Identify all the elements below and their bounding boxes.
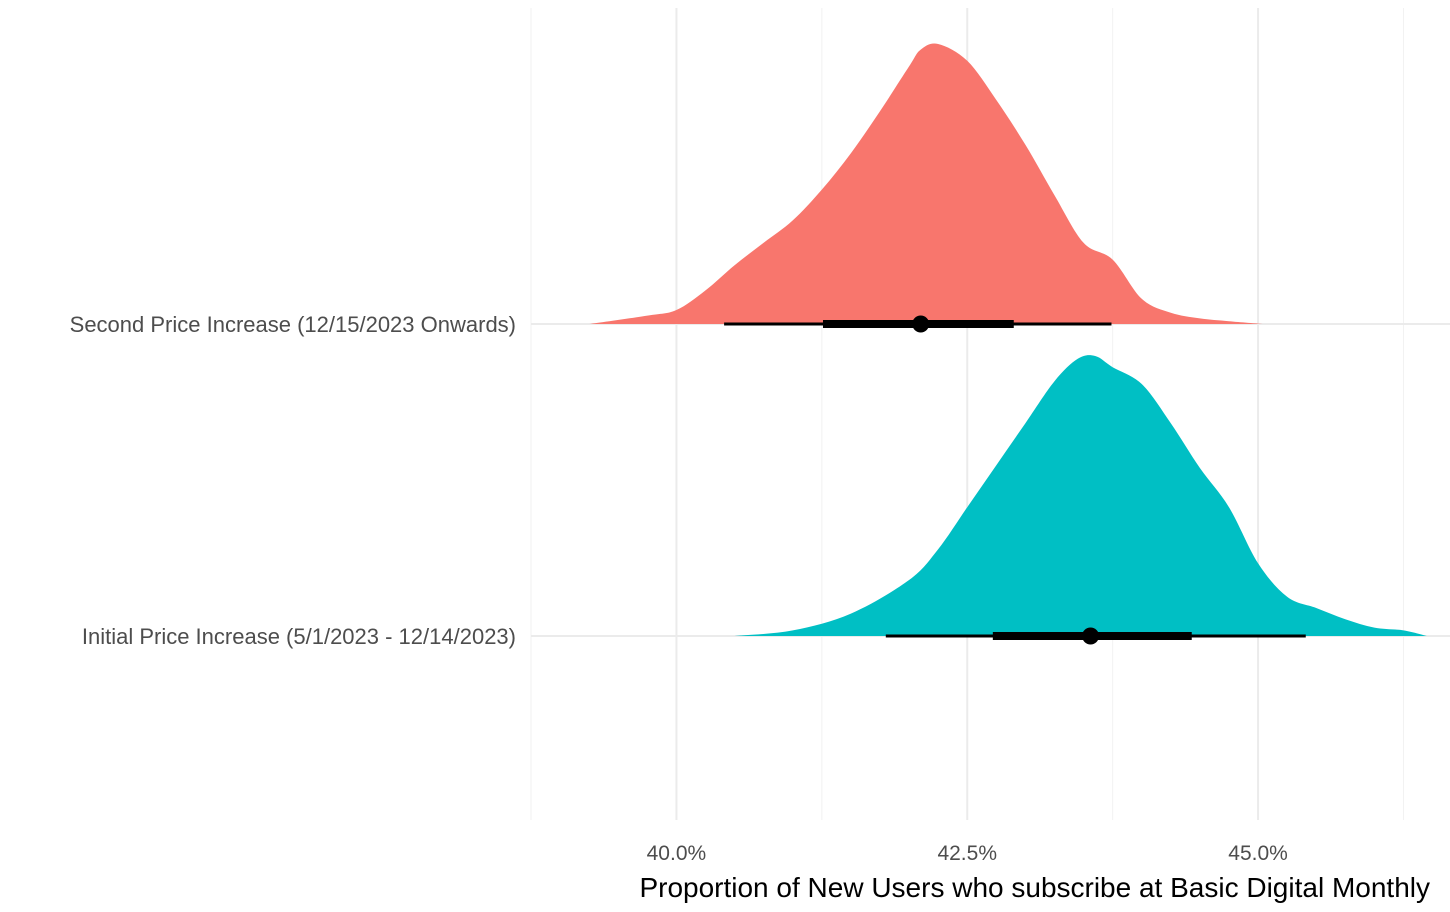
- series-layer: [589, 43, 1427, 645]
- category-label: Second Price Increase (12/15/2023 Onward…: [70, 312, 516, 337]
- x-axis-title: Proportion of New Users who subscribe at…: [639, 872, 1430, 903]
- category-label: Initial Price Increase (5/1/2023 - 12/14…: [82, 624, 516, 649]
- series-group: [589, 43, 1264, 333]
- x-tick-label: 40.0%: [647, 842, 707, 865]
- density-area: [734, 355, 1427, 636]
- point-estimate: [912, 315, 930, 333]
- x-tick-label: 42.5%: [937, 842, 997, 865]
- label-layer: Initial Price Increase (5/1/2023 - 12/14…: [70, 312, 1288, 865]
- series-group: [734, 355, 1427, 645]
- point-estimate: [1082, 627, 1100, 645]
- density-area: [589, 43, 1264, 325]
- x-tick-label: 45.0%: [1228, 842, 1288, 865]
